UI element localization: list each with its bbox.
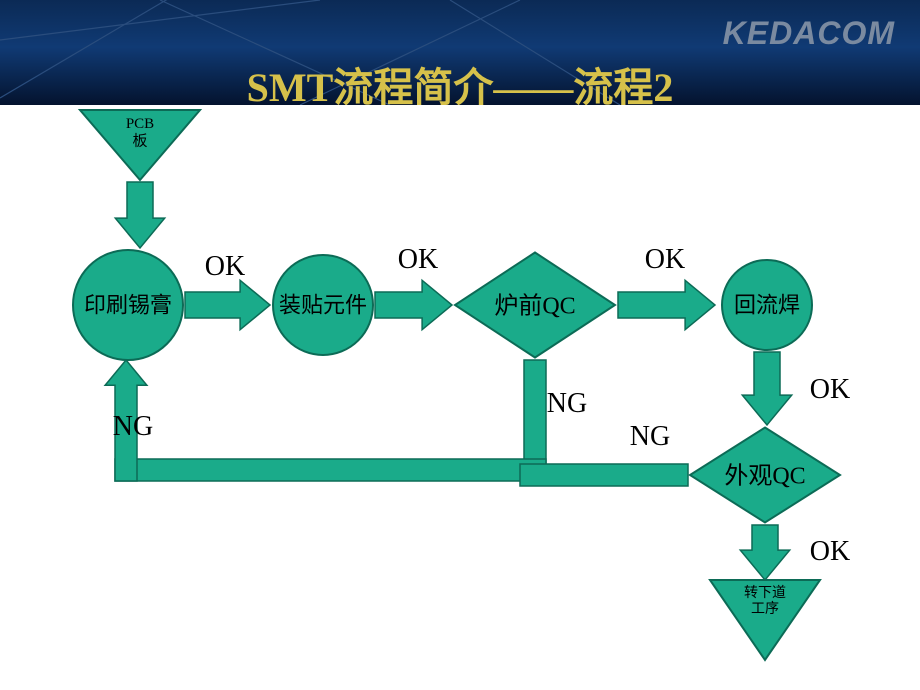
edge-label: OK	[810, 374, 850, 405]
arrow-segment	[115, 459, 546, 481]
edge-label: OK	[645, 244, 685, 275]
edge-label: NG	[113, 411, 153, 442]
node-print: 印刷锡膏	[73, 250, 183, 360]
arrow-segment	[520, 464, 688, 486]
edge-label: OK	[205, 251, 245, 282]
node-label: PCB	[126, 116, 154, 132]
edge-label: NG	[630, 421, 670, 452]
node-label: 炉前QC	[494, 292, 575, 319]
node-mount: 装贴元件	[273, 255, 373, 355]
node-label: 外观QC	[724, 462, 805, 489]
node-label: 转下道	[744, 585, 786, 601]
node-label: 板	[132, 131, 147, 149]
node-label: 回流焊	[734, 293, 800, 318]
edge-label: OK	[398, 244, 438, 275]
node-label: 装贴元件	[279, 293, 367, 318]
node-label: 工序	[751, 601, 779, 617]
node-reflow: 回流焊	[722, 260, 812, 350]
edge-label: OK	[810, 536, 850, 567]
slide-root: KEDACOM SMT流程简介——流程2 PCB板印刷锡膏装贴元件炉前QC回流焊…	[0, 0, 920, 690]
node-label: 印刷锡膏	[84, 293, 172, 318]
edge-label: NG	[547, 388, 587, 419]
flowchart-diagram: PCB板印刷锡膏 装贴元件 炉前QC 回流焊外观QC 转下道工序 OK OK OK OK OK N…	[0, 0, 920, 690]
